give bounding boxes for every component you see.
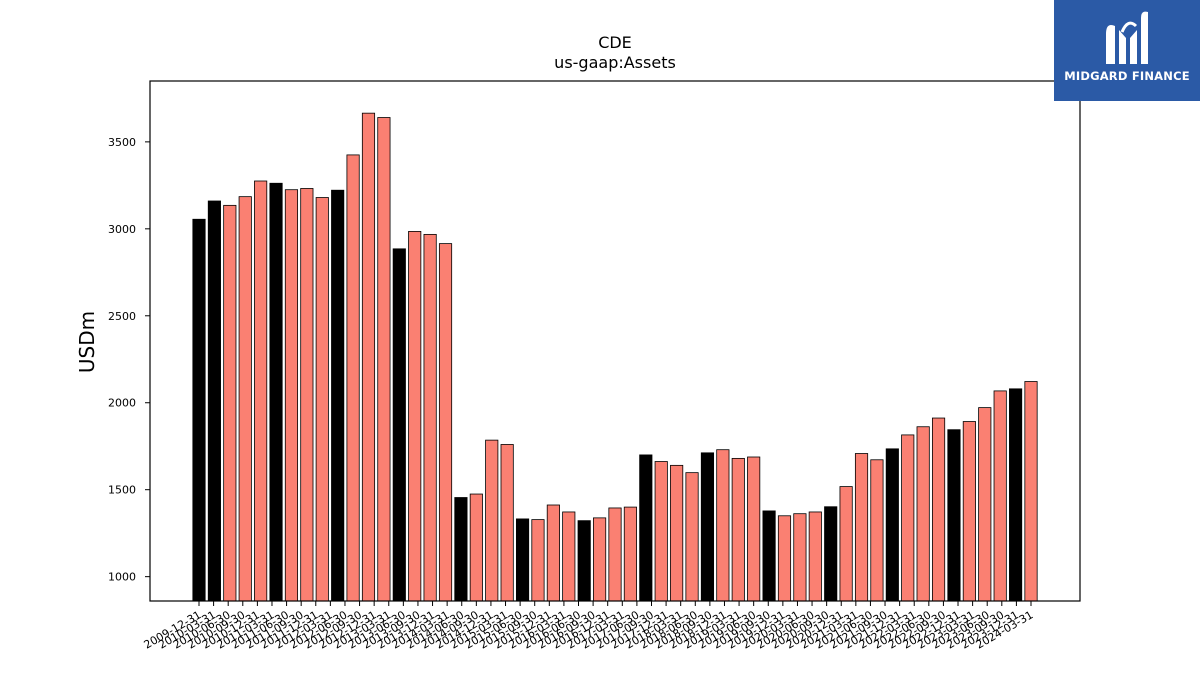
- logo-mark-icon: [1106, 11, 1148, 65]
- x-axis-ticks: 2009-12-312010-03-312010-06-302010-09-30…: [142, 601, 1036, 652]
- y-tick-label: 1000: [108, 571, 136, 584]
- bar: [438, 243, 453, 602]
- bar: [885, 448, 899, 602]
- bar: [901, 434, 915, 602]
- bar: [808, 511, 822, 602]
- bar: [978, 407, 992, 602]
- bar: [392, 248, 406, 602]
- bar: [870, 459, 884, 602]
- y-axis-label: USDm: [75, 311, 99, 373]
- bars-group: [192, 112, 1038, 602]
- bar: [577, 520, 591, 602]
- bar: [223, 204, 237, 602]
- bar: [377, 117, 391, 602]
- bar: [485, 439, 499, 602]
- bar: [346, 154, 360, 602]
- bar: [284, 189, 299, 602]
- logo-text: MIDGARD FINANCE: [1064, 69, 1190, 83]
- bar: [207, 200, 221, 602]
- bar: [315, 197, 329, 602]
- bar: [993, 390, 1007, 602]
- bar: [254, 180, 268, 602]
- bar: [300, 188, 314, 602]
- bar: [238, 196, 252, 602]
- bar: [947, 429, 961, 602]
- plot-frame: [149, 80, 1081, 602]
- bar: [361, 112, 376, 602]
- bar: [716, 449, 730, 602]
- bar: [777, 515, 792, 602]
- bar: [423, 233, 437, 602]
- bar: [562, 511, 576, 602]
- bar: [639, 454, 653, 602]
- y-axis-ticks: 1000 1500 2000 2500 3000 3500: [108, 136, 150, 584]
- bar: [469, 493, 483, 602]
- bar: [793, 513, 807, 602]
- y-tick-label: 3500: [108, 136, 136, 149]
- bar: [685, 472, 699, 602]
- bar: [931, 417, 946, 602]
- y-tick-label: 1500: [108, 484, 136, 497]
- bar: [531, 519, 545, 602]
- bar: [839, 486, 853, 602]
- midgard-finance-logo: MIDGARD FINANCE: [1054, 0, 1200, 101]
- bar: [916, 426, 930, 602]
- chart-title: CDE: [598, 33, 632, 52]
- bar: [192, 218, 206, 602]
- bar: [670, 464, 684, 602]
- bar: [408, 231, 422, 602]
- bar: [546, 504, 560, 602]
- y-tick-label: 2000: [108, 397, 136, 410]
- bar: [654, 461, 668, 602]
- bar: [593, 517, 607, 602]
- bar: [762, 510, 776, 602]
- bar: [747, 456, 761, 602]
- y-tick-label: 3000: [108, 223, 136, 236]
- bar: [500, 444, 514, 602]
- bar: [454, 497, 468, 602]
- chart-subtitle: us-gaap:Assets: [554, 53, 676, 72]
- bar: [854, 453, 869, 602]
- bar: [269, 182, 283, 602]
- bar: [962, 421, 976, 602]
- bar: [700, 452, 715, 602]
- bar: [515, 518, 530, 602]
- bar: [331, 189, 345, 602]
- bar: [623, 506, 637, 602]
- bar: [824, 506, 838, 602]
- bar: [1009, 388, 1023, 602]
- bar: [608, 507, 622, 602]
- bar: [731, 457, 745, 602]
- bar: [1024, 381, 1038, 602]
- y-tick-label: 2500: [108, 310, 136, 323]
